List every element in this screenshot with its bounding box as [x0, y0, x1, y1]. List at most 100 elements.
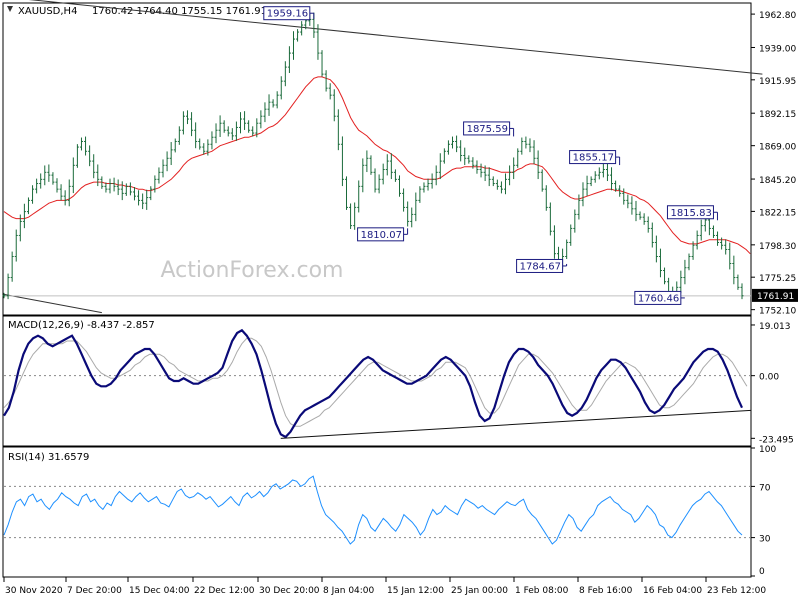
price-chart: 1959.16 1875.59 1855.17 1810.07 1784.67 1815.… [2, 0, 763, 314]
candle [638, 211, 642, 220]
candle [296, 29, 300, 42]
price-y-tick-label: 1915.95 [759, 77, 796, 87]
annotation-label: 1815.83 [670, 208, 711, 219]
candle [173, 138, 177, 153]
candle [430, 173, 434, 189]
candle [732, 255, 736, 285]
candle [149, 186, 153, 201]
candle [687, 253, 691, 271]
candle [79, 137, 83, 151]
candle [483, 165, 487, 182]
candle [316, 24, 320, 60]
candle [385, 154, 389, 176]
candle [434, 165, 438, 186]
x-tick-label: 15 Jan 12:00 [387, 586, 444, 596]
rsi-y-tick-label: 0 [759, 567, 765, 577]
last-price-tag: 1761.91 [752, 288, 798, 302]
candle [512, 157, 516, 180]
candle [361, 158, 365, 193]
candle [169, 142, 173, 166]
symbol-label: XAUUSD,H4 [18, 6, 77, 17]
candle [622, 188, 626, 205]
candle [2, 292, 6, 299]
candle [373, 168, 377, 193]
candle [251, 126, 255, 137]
candle [137, 190, 141, 206]
candle [226, 126, 230, 137]
candle [55, 178, 59, 193]
price-y-tick-label: 1752.10 [759, 307, 796, 317]
candle [605, 162, 609, 182]
candle [626, 194, 630, 209]
candle [185, 110, 189, 125]
x-tick-label: 1 Feb 08:00 [515, 586, 569, 596]
candle [287, 46, 291, 74]
candle [491, 176, 495, 187]
candle [22, 203, 26, 229]
candle [610, 167, 614, 191]
candle [720, 237, 724, 250]
candle [18, 214, 22, 242]
candle [426, 178, 430, 191]
last-price-label: 1761.91 [757, 292, 794, 302]
price-y-tick-label: 1962.80 [759, 11, 796, 21]
candle [406, 201, 410, 227]
candle [589, 176, 593, 187]
candle [646, 216, 650, 233]
candle [141, 193, 145, 210]
annotation-label: 1810.07 [361, 230, 402, 241]
candle [642, 213, 646, 225]
rsi-line [3, 475, 743, 545]
candle [47, 164, 51, 182]
candle [267, 94, 271, 116]
candle [467, 155, 471, 164]
x-tick-label: 25 Jan 00:00 [451, 586, 508, 596]
macd-trendline [280, 409, 752, 439]
candle [230, 128, 234, 141]
price-annotation: 1815.83 [666, 205, 718, 221]
candle [275, 91, 279, 109]
candle [43, 165, 47, 186]
candle [414, 192, 418, 222]
rsi-y-tick-label: 100 [759, 445, 776, 455]
candle [161, 159, 165, 178]
candle [10, 251, 14, 282]
candle [198, 138, 202, 150]
candle [365, 150, 369, 173]
candle [210, 131, 214, 150]
ohlc-values: 1760.42 1764.40 1755.15 1761.91 [92, 6, 267, 17]
candle [218, 115, 222, 137]
candle [165, 151, 169, 172]
candle [283, 61, 287, 87]
annotation-label: 1959.16 [267, 9, 308, 20]
trendline-lower [3, 293, 102, 314]
candle [238, 112, 242, 134]
candle [663, 267, 667, 285]
candle [532, 140, 536, 165]
price-annotation: 1784.67 [516, 258, 568, 273]
price-y-tick-label: 1798.30 [759, 242, 796, 252]
candle [75, 144, 79, 168]
price-y-tick-label: 1845.20 [759, 176, 796, 186]
candle [234, 121, 238, 141]
candle [724, 239, 728, 255]
candle [214, 123, 218, 144]
candle [487, 167, 491, 187]
price-annotation: 1810.07 [357, 227, 409, 242]
candle [291, 31, 295, 60]
candle [475, 160, 479, 174]
candle [132, 187, 136, 201]
macd-panel-frame [2, 315, 752, 447]
x-tick-label: 8 Jan 04:00 [323, 586, 375, 596]
candle [263, 102, 267, 123]
annotation-label: 1760.46 [638, 293, 679, 304]
candle [259, 110, 263, 129]
candle [369, 155, 373, 175]
price-annotation: 1959.16 [263, 6, 315, 21]
candle [31, 185, 35, 204]
candle [84, 136, 88, 156]
x-tick-label: 30 Dec 20:00 [259, 586, 320, 596]
candle [181, 111, 185, 135]
candle [438, 153, 442, 180]
x-tick-label: 23 Feb 12:00 [707, 586, 766, 596]
